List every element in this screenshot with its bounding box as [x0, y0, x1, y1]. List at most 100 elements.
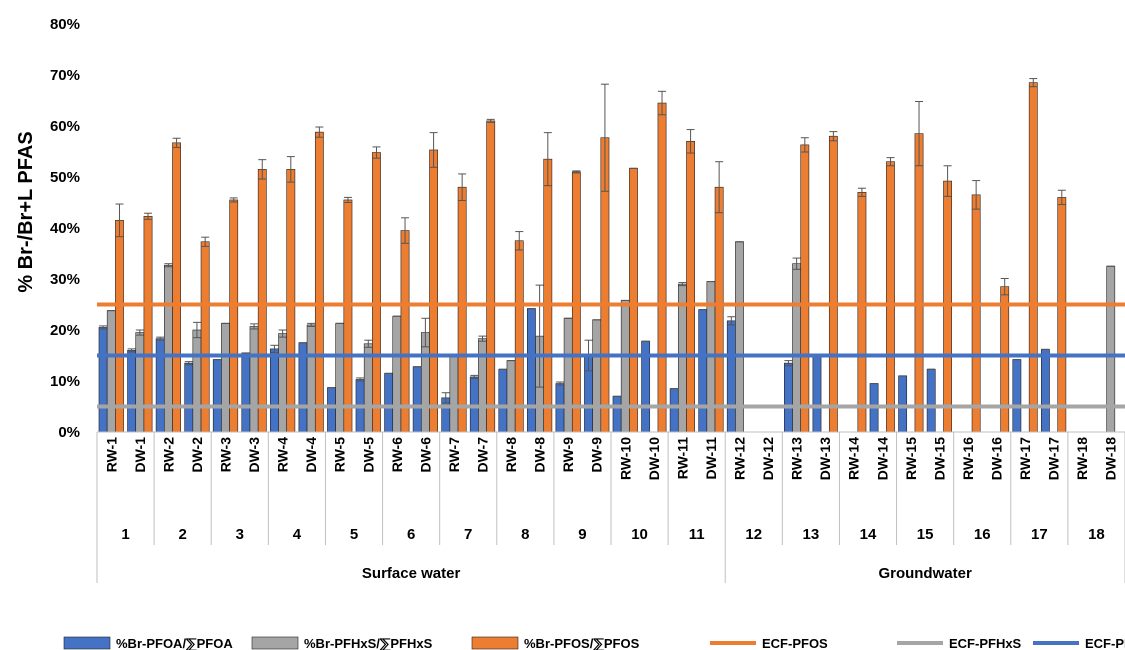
- category-label: RW-1: [103, 437, 119, 472]
- bar: [1000, 286, 1010, 433]
- bar: [457, 186, 467, 433]
- supergroup-label: Groundwater: [878, 565, 972, 582]
- bar: [943, 180, 952, 433]
- bar: [784, 362, 793, 433]
- bar: [115, 220, 124, 433]
- bar: [192, 329, 202, 433]
- bar: [221, 323, 230, 433]
- bar: [143, 215, 153, 433]
- legend-label: ECF-PFOA: [1085, 636, 1125, 650]
- bar: [926, 368, 936, 433]
- y-tick-label: 40%: [50, 220, 80, 237]
- bar: [828, 135, 838, 433]
- bar: [498, 368, 508, 433]
- bar: [98, 327, 108, 433]
- bar: [800, 144, 810, 433]
- group-label: 11: [689, 526, 705, 543]
- bar: [543, 158, 553, 433]
- group-label: 7: [464, 526, 472, 543]
- legend-label: ECF-PFHxS: [949, 636, 1022, 650]
- bar: [629, 168, 638, 433]
- bar: [592, 319, 602, 433]
- category-label: DW-5: [360, 437, 376, 473]
- bar: [257, 169, 267, 433]
- category-label: RW-3: [218, 437, 234, 472]
- group-label: 18: [1088, 526, 1105, 543]
- category-label: DW-17: [1046, 437, 1062, 480]
- category-label: RW-16: [960, 437, 976, 480]
- legend-label: ECF-PFOS: [762, 636, 828, 650]
- bar: [1057, 197, 1067, 433]
- group-label: 13: [803, 526, 820, 543]
- bar: [429, 149, 438, 433]
- supergroup-label: Surface water: [362, 565, 461, 582]
- bar: [620, 300, 630, 433]
- y-tick-label: 50%: [50, 169, 80, 186]
- category-label: RW-2: [160, 437, 176, 472]
- y-tick-label: 30%: [50, 271, 80, 288]
- category-label: RW-18: [1074, 437, 1090, 480]
- legend-label: %Br-PFOS/⅀PFOS: [524, 636, 640, 650]
- bar: [200, 241, 210, 433]
- bar: [612, 395, 622, 433]
- category-label: DW-9: [589, 437, 605, 473]
- category-label: RW-13: [789, 437, 805, 480]
- bar: [669, 388, 679, 433]
- legend-label: %Br-PFOA/⅀PFOA: [116, 636, 233, 650]
- bar: [726, 320, 736, 433]
- bar: [106, 310, 116, 433]
- bar: [155, 338, 165, 433]
- legend-swatch: [63, 636, 111, 650]
- y-axis-label: % Br-/Br+L PFAS: [15, 131, 37, 292]
- category-label: RW-8: [503, 437, 519, 472]
- bar: [563, 317, 573, 433]
- category-label: RW-14: [846, 437, 862, 480]
- bar: [571, 171, 581, 433]
- y-tick-label: 80%: [50, 16, 80, 33]
- x-axis: RW-1 DW-1 RW-2 DW-2 RW-3 DW-3 RW-4 DW-4 RW-5 DW-5…: [96, 431, 1125, 583]
- plot-area: 0% 10% 20% 30% 40% 50% 60% 70% 80%: [50, 16, 1125, 441]
- category-label: DW-11: [703, 437, 719, 480]
- bar: [449, 355, 459, 433]
- bar: [372, 152, 381, 433]
- category-label: RW-9: [560, 437, 576, 472]
- y-tick-label: 60%: [50, 118, 80, 135]
- bar: [286, 169, 296, 433]
- category-label: DW-4: [303, 437, 319, 473]
- category-label: RW-7: [446, 437, 462, 472]
- bar: [306, 324, 316, 433]
- group-label: 1: [121, 526, 129, 543]
- category-label: RW-5: [332, 437, 348, 472]
- legend-label: %Br-PFHxS/⅀PFHxS: [304, 636, 433, 650]
- bar: [249, 326, 259, 433]
- bar: [898, 375, 908, 433]
- group-label: 12: [745, 526, 762, 543]
- category-label: RW-12: [732, 437, 748, 480]
- group-label: 5: [350, 526, 358, 543]
- category-label: RW-17: [1017, 437, 1033, 480]
- bar: [527, 308, 536, 433]
- category-label: DW-14: [874, 437, 890, 480]
- category-label: RW-15: [903, 437, 919, 480]
- bar: [241, 352, 251, 433]
- category-label: DW-13: [817, 437, 833, 480]
- group-label: 17: [1031, 526, 1048, 543]
- category-label: RW-11: [674, 437, 690, 479]
- bar: [384, 373, 394, 433]
- bar: [506, 360, 516, 433]
- category-label: DW-7: [475, 437, 491, 473]
- category-label: RW-6: [389, 437, 405, 472]
- bar: [698, 309, 708, 433]
- bar: [657, 102, 667, 433]
- bar: [127, 350, 137, 433]
- y-tick-label: 10%: [50, 373, 80, 390]
- bar: [971, 194, 981, 433]
- bar: [514, 240, 524, 433]
- bar: [1028, 82, 1038, 433]
- bar: [212, 359, 222, 433]
- category-label: DW-8: [532, 437, 548, 473]
- bar: [486, 120, 496, 433]
- category-label: DW-2: [189, 437, 205, 473]
- category-label: DW-6: [417, 437, 433, 473]
